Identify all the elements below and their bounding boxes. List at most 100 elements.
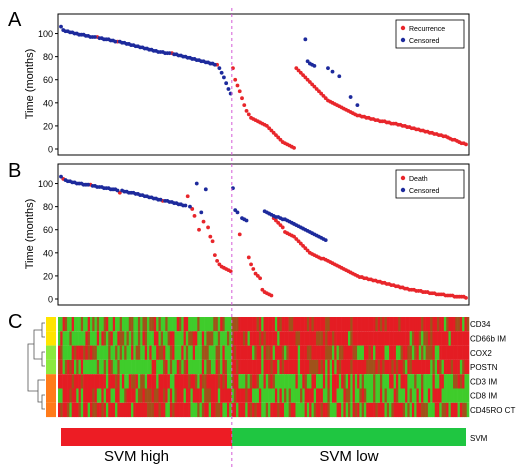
legend-recurrence-label: Recurrence xyxy=(409,26,445,33)
heatmap-cell xyxy=(300,331,303,346)
heatmap-cell xyxy=(434,374,438,389)
heatmap-cell xyxy=(147,388,150,403)
heatmap-cell xyxy=(325,331,328,346)
heatmap-cell xyxy=(206,388,209,403)
heatmap-cell xyxy=(336,359,340,375)
heatmap-cell xyxy=(144,359,148,375)
heatmap-cell xyxy=(215,402,219,418)
heatmap-cell xyxy=(398,345,401,360)
heatmap-cell xyxy=(117,345,120,360)
heatmap-cell xyxy=(373,331,376,346)
heatmap-cell xyxy=(322,388,326,403)
heatmap-cell xyxy=(427,374,431,389)
heatmap-cell xyxy=(131,388,134,403)
heatmap-cell xyxy=(368,331,372,346)
heatmap-cell xyxy=(73,388,77,403)
heatmap-cell xyxy=(112,331,116,346)
heatmap-cell xyxy=(423,359,426,375)
heatmap-cell xyxy=(322,317,326,332)
heatmap-cell xyxy=(153,331,157,346)
heatmap-cell xyxy=(158,317,162,332)
heatmap-cell xyxy=(117,402,120,418)
heatmap-cell xyxy=(80,345,84,360)
heatmap-cell xyxy=(222,317,225,332)
heatmap-cell xyxy=(222,388,225,403)
heatmap-cell xyxy=(183,359,187,375)
heatmap-cell xyxy=(277,317,280,332)
heatmap-cell xyxy=(174,317,178,332)
heatmap-cell xyxy=(103,345,107,360)
heatmap-cell xyxy=(215,345,219,360)
heatmap-cell xyxy=(210,374,214,389)
heatmap-cell xyxy=(304,374,308,389)
heatmap-cell xyxy=(222,345,225,360)
heatmap-cell xyxy=(117,388,120,403)
heatmap-cell xyxy=(174,374,178,389)
heatmap-cell xyxy=(64,317,68,332)
heatmap-cell xyxy=(427,388,431,403)
heatmap-cell xyxy=(126,388,130,403)
heatmap-cell xyxy=(83,317,86,332)
heatmap-cell xyxy=(434,402,438,418)
heatmap-cell xyxy=(222,402,225,418)
heatmap-cell xyxy=(334,402,337,418)
heatmap-cell xyxy=(151,345,155,360)
heatmap-cell xyxy=(338,388,342,403)
panel-b-ytick-label: 40 xyxy=(43,248,53,258)
heatmap-cell xyxy=(64,402,68,418)
panel-a-censored-point xyxy=(355,103,360,108)
heatmap-cell xyxy=(434,317,438,332)
heatmap-cell xyxy=(156,345,159,360)
heatmap-cell xyxy=(236,359,239,375)
heatmap-cell xyxy=(318,345,321,360)
heatmap-cell xyxy=(311,359,315,375)
heatmap-cell xyxy=(62,317,66,332)
heatmap-cell xyxy=(361,331,365,346)
heatmap-cell xyxy=(213,402,216,418)
heatmap-cell xyxy=(96,345,100,360)
heatmap-cell xyxy=(183,317,187,332)
heatmap-cell xyxy=(455,345,458,360)
heatmap-cell xyxy=(151,374,155,389)
heatmap-cell xyxy=(279,317,283,332)
heatmap-cell xyxy=(210,345,214,360)
heatmap-cell xyxy=(92,374,95,389)
heatmap-cell xyxy=(306,359,310,375)
heatmap-cell xyxy=(464,402,468,418)
heatmap-cell xyxy=(281,374,285,389)
heatmap-cell xyxy=(425,331,429,346)
heatmap-cell xyxy=(313,388,317,403)
heatmap-cell xyxy=(382,317,385,332)
heatmap-cell xyxy=(242,388,246,403)
heatmap-cell xyxy=(343,345,346,360)
heatmap-cell xyxy=(71,317,75,332)
heatmap-cell xyxy=(236,345,239,360)
heatmap-cell xyxy=(242,345,246,360)
heatmap-cell xyxy=(126,317,130,332)
panel-a-recurrence-point xyxy=(292,145,296,150)
heatmap-cell xyxy=(386,402,390,418)
panel-b-death-point xyxy=(208,234,213,239)
heatmap-cell xyxy=(124,374,127,389)
heatmap-cell xyxy=(204,388,207,403)
heatmap-cell xyxy=(199,359,203,375)
heatmap-cell xyxy=(334,345,337,360)
heatmap-cell xyxy=(347,317,351,332)
heatmap-cell xyxy=(163,374,166,389)
heatmap-cell xyxy=(92,359,95,375)
heatmap-cell xyxy=(414,331,417,346)
heatmap-cell xyxy=(181,331,184,346)
heatmap-cell xyxy=(128,317,132,332)
heatmap-cell xyxy=(256,345,260,360)
heatmap-cell xyxy=(142,331,146,346)
heatmap-cell xyxy=(240,374,244,389)
heatmap-cell xyxy=(430,345,433,360)
heatmap-cell xyxy=(217,345,221,360)
heatmap-cell xyxy=(274,359,278,375)
heatmap-cell xyxy=(350,359,353,375)
heatmap-cell xyxy=(89,317,93,332)
heatmap-cell xyxy=(190,388,194,403)
heatmap-cell xyxy=(402,345,406,360)
heatmap-cell xyxy=(341,359,344,375)
heatmap-cell xyxy=(290,402,294,418)
